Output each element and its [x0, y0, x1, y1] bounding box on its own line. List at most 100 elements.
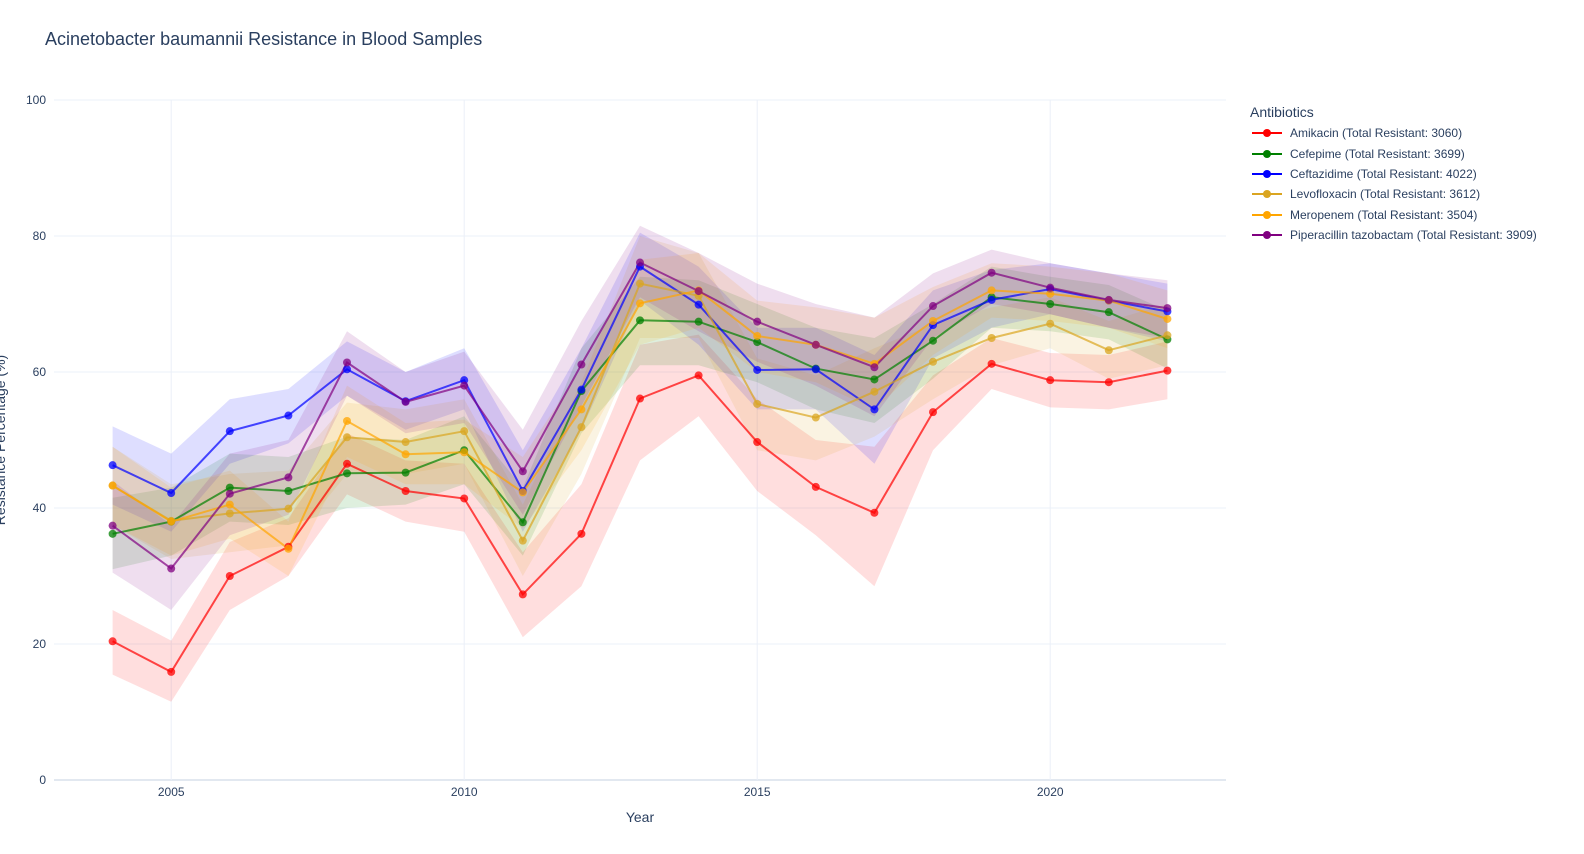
data-point[interactable] — [167, 489, 176, 498]
data-point[interactable] — [694, 287, 703, 296]
data-point[interactable] — [753, 438, 762, 447]
data-point[interactable] — [811, 365, 820, 374]
data-point[interactable] — [987, 268, 996, 277]
data-point[interactable] — [108, 481, 117, 490]
legend-item[interactable]: Cefepime (Total Resistant: 3699) — [1250, 143, 1584, 163]
data-point[interactable] — [401, 487, 410, 495]
data-point[interactable] — [1046, 300, 1055, 308]
data-point[interactable] — [870, 375, 879, 384]
data-point[interactable] — [518, 536, 527, 545]
data-point[interactable] — [870, 363, 879, 372]
data-point[interactable] — [284, 487, 293, 495]
data-point[interactable] — [460, 494, 469, 503]
data-point[interactable] — [1163, 304, 1172, 313]
data-point[interactable] — [694, 300, 703, 309]
data-point[interactable] — [577, 405, 586, 414]
data-point[interactable] — [636, 279, 644, 288]
data-point[interactable] — [870, 508, 879, 517]
data-point[interactable] — [343, 416, 351, 425]
data-point[interactable] — [1104, 308, 1113, 317]
data-point[interactable] — [284, 411, 293, 420]
data-point[interactable] — [636, 299, 644, 308]
legend-swatch — [1252, 169, 1282, 178]
data-point[interactable] — [811, 482, 820, 491]
data-point[interactable] — [518, 467, 527, 476]
data-point[interactable] — [753, 338, 762, 347]
data-point[interactable] — [518, 590, 527, 599]
data-point[interactable] — [929, 357, 937, 366]
data-point[interactable] — [108, 461, 117, 470]
data-point[interactable] — [636, 258, 644, 267]
data-point[interactable] — [753, 331, 762, 340]
data-point[interactable] — [694, 317, 703, 326]
data-point[interactable] — [987, 334, 996, 342]
data-point[interactable] — [636, 316, 644, 325]
data-point[interactable] — [753, 317, 762, 326]
data-point[interactable] — [108, 637, 117, 646]
legend-item[interactable]: Piperacillin tazobactam (Total Resistant… — [1250, 225, 1584, 245]
data-point[interactable] — [518, 518, 527, 527]
data-point[interactable] — [929, 302, 937, 311]
data-point[interactable] — [225, 489, 234, 498]
legend-item[interactable]: Amikacin (Total Resistant: 3060) — [1250, 123, 1584, 143]
data-point[interactable] — [284, 504, 293, 513]
data-point[interactable] — [284, 544, 293, 553]
data-point[interactable] — [753, 399, 762, 408]
data-point[interactable] — [225, 483, 234, 492]
data-point[interactable] — [577, 529, 586, 538]
data-point[interactable] — [577, 423, 586, 432]
data-point[interactable] — [167, 517, 176, 526]
data-point[interactable] — [987, 295, 996, 304]
data-point[interactable] — [929, 317, 937, 325]
data-point[interactable] — [225, 500, 234, 509]
data-point[interactable] — [636, 394, 644, 403]
data-point[interactable] — [343, 358, 351, 367]
data-point[interactable] — [870, 387, 879, 396]
data-point[interactable] — [460, 427, 469, 436]
data-point[interactable] — [1163, 331, 1172, 340]
data-point[interactable] — [577, 385, 586, 394]
data-point[interactable] — [1163, 314, 1172, 323]
data-point[interactable] — [343, 469, 351, 478]
data-point[interactable] — [225, 427, 234, 436]
data-point[interactable] — [343, 365, 351, 374]
data-point[interactable] — [1104, 378, 1113, 387]
data-point[interactable] — [987, 359, 996, 368]
data-point[interactable] — [1046, 289, 1055, 298]
data-point[interactable] — [284, 473, 293, 482]
data-point[interactable] — [987, 286, 996, 295]
data-point[interactable] — [108, 521, 117, 530]
data-point[interactable] — [1104, 295, 1113, 304]
data-point[interactable] — [694, 371, 703, 380]
data-point[interactable] — [811, 340, 820, 349]
data-point[interactable] — [108, 529, 117, 538]
data-point[interactable] — [929, 408, 937, 417]
data-point[interactable] — [401, 397, 410, 406]
data-point[interactable] — [401, 450, 410, 459]
data-point[interactable] — [343, 433, 351, 442]
data-point[interactable] — [1104, 346, 1113, 355]
data-point[interactable] — [460, 448, 469, 457]
data-point[interactable] — [870, 405, 879, 414]
data-point[interactable] — [167, 564, 176, 573]
data-point[interactable] — [1046, 319, 1055, 328]
data-point[interactable] — [225, 572, 234, 580]
legend-item[interactable]: Ceftazidime (Total Resistant: 4022) — [1250, 164, 1584, 184]
data-point[interactable] — [929, 336, 937, 345]
axis-ticks: 0 20 40 60 80 100 2005 2010 2015 2020 — [26, 93, 1064, 799]
data-point[interactable] — [1046, 376, 1055, 385]
legend-item[interactable]: Meropenem (Total Resistant: 3504) — [1250, 205, 1584, 225]
data-point[interactable] — [401, 468, 410, 477]
data-point[interactable] — [518, 488, 527, 497]
data-point[interactable] — [401, 438, 410, 447]
data-point[interactable] — [343, 459, 351, 468]
data-point[interactable] — [753, 365, 762, 374]
data-point[interactable] — [811, 413, 820, 422]
data-point[interactable] — [225, 509, 234, 518]
legend-item[interactable]: Levofloxacin (Total Resistant: 3612) — [1250, 184, 1584, 204]
data-point[interactable] — [1046, 283, 1055, 292]
data-point[interactable] — [167, 667, 176, 676]
data-point[interactable] — [460, 381, 469, 390]
data-point[interactable] — [577, 360, 586, 369]
data-point[interactable] — [1163, 366, 1172, 375]
